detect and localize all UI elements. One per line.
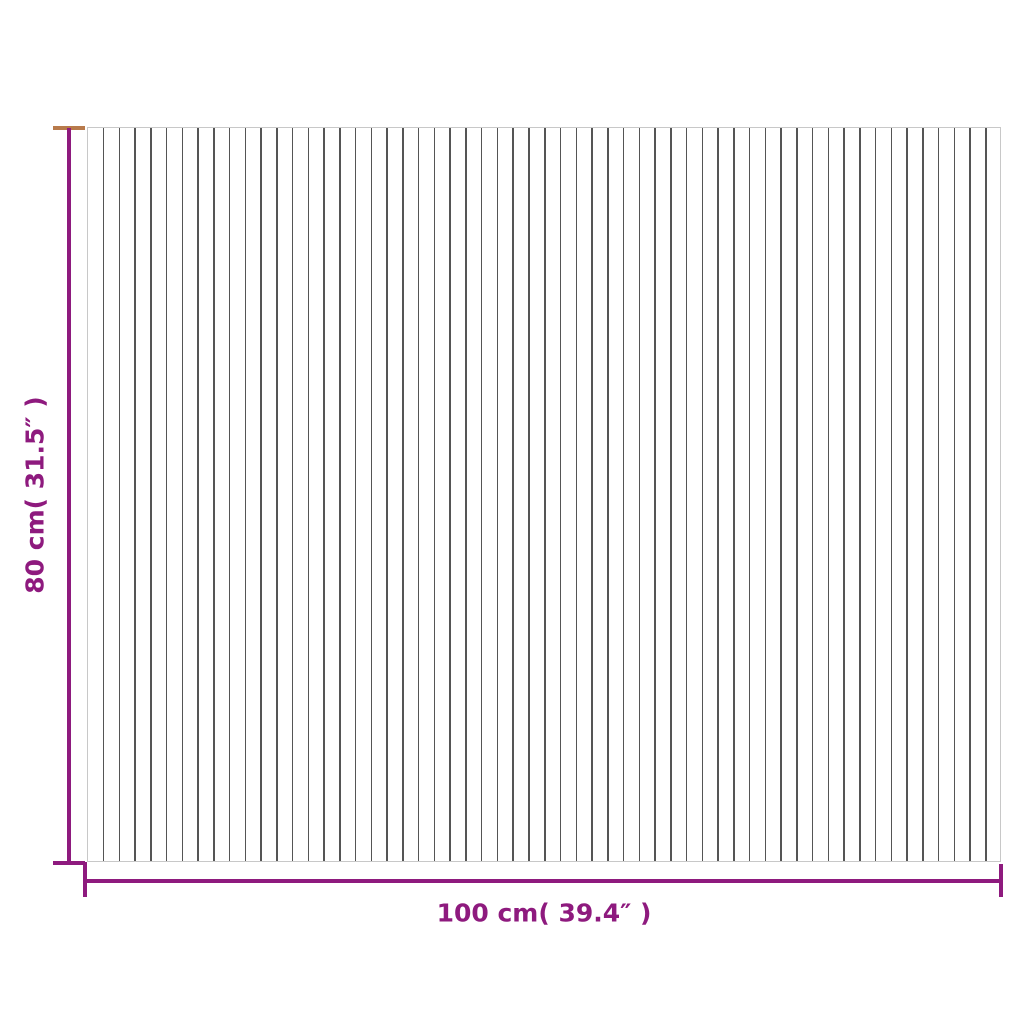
- slat-divider: [402, 128, 404, 861]
- slat-divider: [717, 128, 719, 861]
- slat-divider: [638, 128, 641, 861]
- slat-divider: [496, 128, 499, 861]
- slat-divider: [953, 128, 956, 861]
- slat-divider: [843, 128, 845, 861]
- slat-divider: [181, 128, 184, 861]
- slat-divider: [985, 128, 987, 861]
- slat-divider: [244, 128, 247, 861]
- slat-divider: [544, 128, 546, 861]
- slat-divider: [937, 128, 940, 861]
- slat-divider: [150, 128, 152, 861]
- slatted-panel: [87, 127, 1001, 862]
- slat-divider: [559, 128, 562, 861]
- slat-divider: [386, 128, 388, 861]
- slat-divider: [291, 128, 294, 861]
- slat-divider: [433, 128, 436, 861]
- slat-divider: [654, 128, 656, 861]
- width-dimension-line: [85, 879, 1001, 883]
- slat-divider: [449, 128, 451, 861]
- slat-divider: [811, 128, 814, 861]
- slat-divider: [417, 128, 420, 861]
- slat-divider: [307, 128, 310, 861]
- slat-divider: [512, 128, 514, 861]
- slat-divider: [670, 128, 672, 861]
- slat-divider: [575, 128, 578, 861]
- slat-divider: [906, 128, 908, 861]
- width-right-tick: [999, 864, 1003, 897]
- height-bottom-tick: [53, 861, 85, 865]
- slat-divider: [796, 128, 798, 861]
- slat-divider: [748, 128, 751, 861]
- slat-divider: [780, 128, 782, 861]
- slat-divider: [890, 128, 893, 861]
- slat-divider: [323, 128, 325, 861]
- slat-divider: [276, 128, 278, 861]
- slat-divider: [465, 128, 467, 861]
- width-label: 100 cm( 39.4″ ): [436, 898, 652, 928]
- slat-divider: [165, 128, 168, 861]
- slat-divider: [859, 128, 861, 861]
- slat-divider: [701, 128, 704, 861]
- slat-divider: [622, 128, 625, 861]
- slat-divider: [197, 128, 199, 861]
- slat-divider: [874, 128, 877, 861]
- slat-divider: [339, 128, 341, 861]
- slat-divider: [260, 128, 262, 861]
- height-label: 80 cm( 31.5″ ): [20, 396, 50, 594]
- slat-divider: [228, 128, 231, 861]
- slat-divider: [685, 128, 688, 861]
- slat-divider: [827, 128, 830, 861]
- slat-divider: [370, 128, 373, 861]
- slat-divider: [764, 128, 767, 861]
- slat-divider: [354, 128, 357, 861]
- slat-divider: [102, 128, 105, 861]
- slat-divider: [922, 128, 924, 861]
- slat-divider: [213, 128, 215, 861]
- slat-divider: [480, 128, 483, 861]
- slat-divider: [118, 128, 121, 861]
- slat-divider: [969, 128, 971, 861]
- slat-divider: [591, 128, 593, 861]
- height-dimension-line: [67, 128, 71, 864]
- slat-divider: [528, 128, 530, 861]
- slat-divider: [134, 128, 136, 861]
- slat-divider: [607, 128, 609, 861]
- slat-divider: [733, 128, 735, 861]
